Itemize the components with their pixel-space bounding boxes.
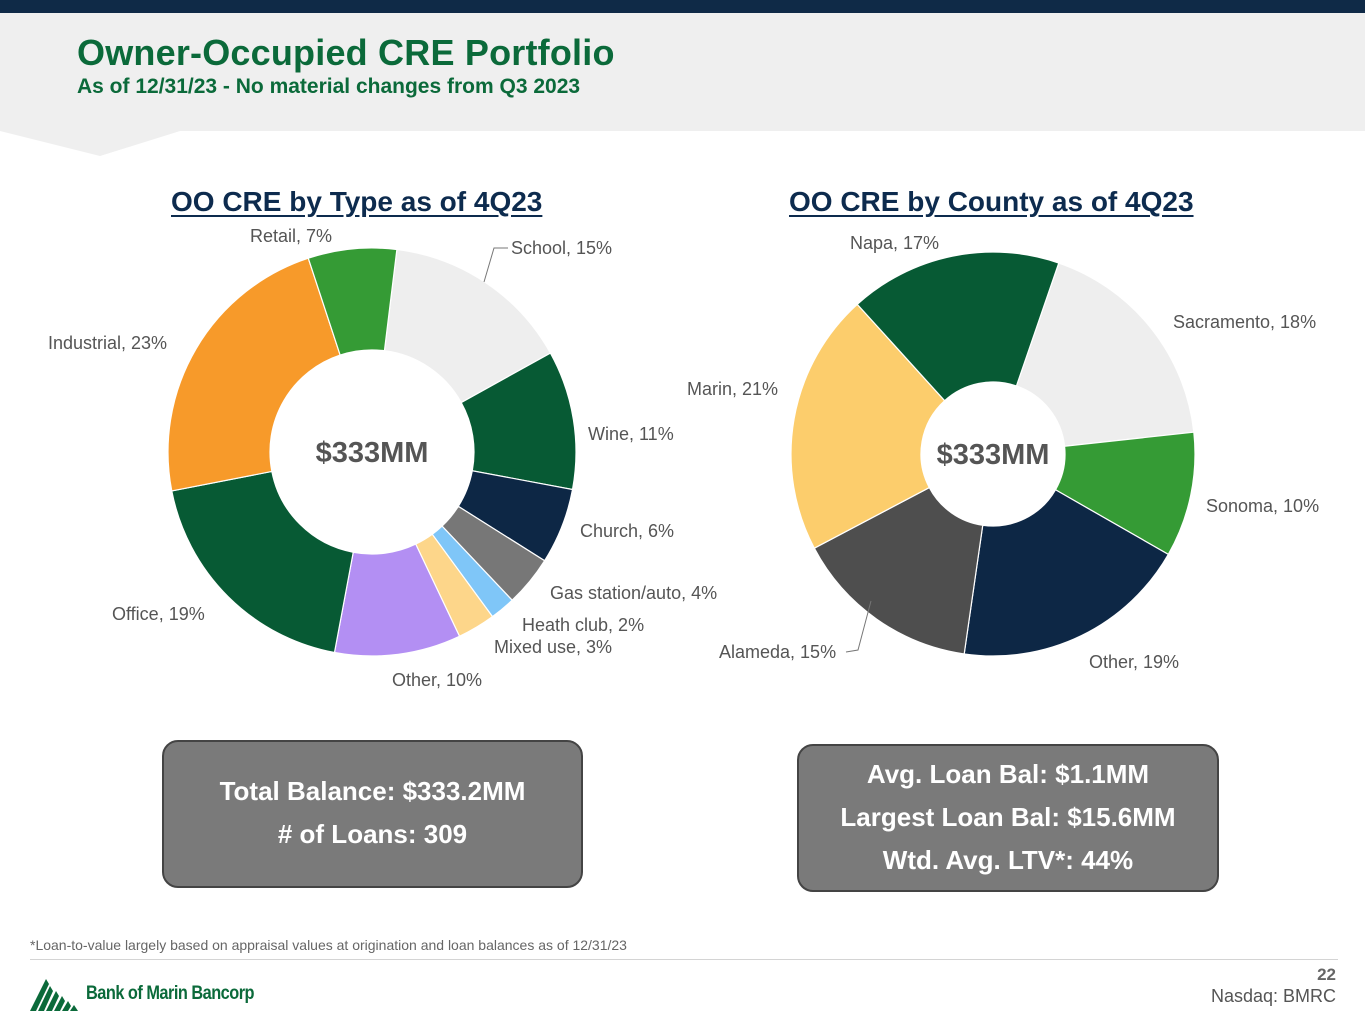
slice-label-mixed-use: Mixed use, 3% — [494, 637, 612, 657]
donut-slice-office — [171, 470, 354, 654]
avg-loan-balance-text: Avg. Loan Bal: $1.1MM — [866, 759, 1150, 789]
portfolio-summary-box: Total Balance: $333.2MM # of Loans: 309 — [162, 740, 583, 888]
slice-label-napa: Napa, 17% — [850, 233, 939, 253]
mountain-logo-icon — [30, 979, 78, 1011]
label-leader-line — [483, 247, 508, 283]
loan-count-text: # of Loans: 309 — [277, 819, 468, 849]
company-name: Bank of Marin Bancorp — [86, 983, 255, 1004]
slice-label-wine: Wine, 11% — [588, 424, 674, 444]
largest-loan-balance-text: Largest Loan Bal: $15.6MM — [840, 802, 1176, 832]
slice-label-alameda: Alameda, 15% — [719, 642, 836, 662]
footnote: *Loan-to-value largely based on appraisa… — [30, 937, 627, 953]
donut-slice-industrial — [167, 257, 341, 492]
top-bar — [0, 0, 1365, 13]
page-title: Owner-Occupied CRE Portfolio — [77, 32, 615, 73]
slice-label-retail: Retail, 7% — [250, 226, 332, 246]
donut-slice-napa — [856, 251, 1060, 402]
donut-slice-sacramento — [1015, 262, 1195, 447]
slice-label-school: School, 15% — [511, 238, 612, 258]
footer-divider — [30, 959, 1338, 960]
donut-slice-other — [963, 488, 1170, 657]
chart-title-type: OO CRE by Type as of 4Q23 — [171, 186, 543, 217]
slice-label-heath-club: Heath club, 2% — [522, 615, 644, 635]
slice-label-office: Office, 19% — [112, 604, 205, 624]
weighted-ltv-text: Wtd. Avg. LTV*: 44% — [882, 845, 1134, 875]
donut-center-label: $333MM — [937, 439, 1050, 471]
stock-ticker: Nasdaq: BMRC — [1210, 986, 1336, 1006]
slice-label-sonoma: Sonoma, 10% — [1206, 496, 1319, 516]
donut-center-label: $333MM — [316, 437, 429, 469]
chart-title-county: OO CRE by County as of 4Q23 — [789, 186, 1194, 217]
loan-stats-box: Avg. Loan Bal: $1.1MM Largest Loan Bal: … — [797, 744, 1219, 892]
donut-slice-alameda — [813, 486, 984, 655]
donut-slice-school — [383, 248, 552, 404]
donut-slice-retail — [307, 247, 398, 356]
slice-label-gas-station-auto: Gas station/auto, 4% — [550, 583, 717, 603]
total-balance-text: Total Balance: $333.2MM — [219, 776, 526, 806]
slice-label-sacramento: Sacramento, 18% — [1173, 312, 1316, 332]
label-leader-line — [845, 600, 872, 653]
page-subtitle: As of 12/31/23 - No material changes fro… — [77, 75, 581, 98]
donut-slice-marin — [790, 303, 946, 550]
page-number: 22 — [1317, 965, 1336, 984]
header-band — [0, 13, 1365, 156]
slice-label-marin: Marin, 21% — [687, 379, 778, 399]
slice-label-church: Church, 6% — [580, 521, 674, 541]
company-logo: Bank of Marin Bancorp — [30, 975, 281, 1013]
slice-label-other: Other, 19% — [1089, 652, 1179, 672]
slice-label-other: Other, 10% — [392, 670, 482, 690]
slice-label-industrial: Industrial, 23% — [48, 333, 167, 353]
